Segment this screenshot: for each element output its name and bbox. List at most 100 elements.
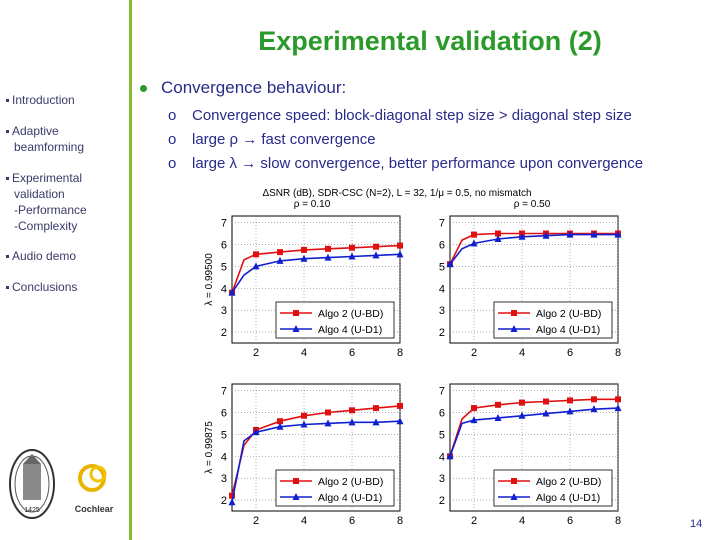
panel-1-0-algo2-point — [373, 405, 379, 412]
panel-1-0-legend-label: Algo 4 (U-D1) — [318, 492, 382, 504]
panel-1-0-algo4-point — [348, 418, 356, 426]
panel-0-0-legend-square-icon — [293, 310, 299, 316]
panel-1-1-xtick-label: 2 — [471, 515, 477, 527]
panel-0-0-algo2-point — [397, 242, 403, 249]
panel-0-0-ytick-label: 4 — [221, 283, 227, 295]
panel-0-1-algo4-point — [590, 230, 598, 238]
panel-1-0-algo2-point — [229, 492, 235, 499]
panel-0-0-algo4-point — [252, 262, 260, 270]
panel-0-0-algo2-point — [277, 249, 283, 256]
panel-0-1-ytick-label: 6 — [439, 239, 445, 251]
bullet-icon — [6, 99, 9, 103]
panel-0-0-algo4-point — [348, 252, 356, 260]
panel-0-0-algo4-point — [396, 250, 404, 258]
panel-1-0-ytick-label: 2 — [221, 495, 227, 507]
panel-1-1-legend-label: Algo 4 (U-D1) — [536, 492, 600, 504]
panel-1-0-algo4-point — [252, 428, 260, 436]
panel-1-0-algo2-point — [325, 409, 331, 416]
panel-0-1-algo4-point — [614, 230, 622, 238]
panel-1-0-algo4-point — [228, 498, 236, 506]
panel-1-1-algo4-point — [470, 416, 478, 424]
panel-1-1-algo4-point — [494, 413, 502, 421]
panel-1-0-ytick-label: 5 — [221, 429, 227, 441]
panel-1-0-ytick-label: 7 — [221, 386, 227, 398]
bullet-icon — [6, 255, 9, 259]
panel-0-0-algo2-point — [373, 243, 379, 250]
panel-1-1-ytick-label: 6 — [439, 407, 445, 419]
panel-1-1-legend-square-icon — [511, 478, 517, 484]
panel-1-1-algo2-point — [543, 398, 549, 405]
panel-0-1-algo4-point — [446, 260, 454, 268]
panel-1-1-xtick-label: 6 — [567, 515, 573, 527]
col-label-rho-0.50: ρ = 0.50 — [514, 199, 551, 210]
panel-1-0-xtick-label: 2 — [253, 515, 259, 527]
panel-1-1-algo2-point — [567, 397, 573, 404]
page-number: 14 — [690, 518, 703, 530]
panel-0-0-legend-triangle-icon — [292, 325, 300, 332]
sidebar — [0, 0, 128, 540]
panel-1-1-algo4-point — [566, 407, 574, 415]
panel-0-0-xtick-label: 6 — [349, 347, 355, 359]
panel-1-1-algo2-point — [519, 399, 525, 406]
sidebar-item-experimental-validation[interactable]: Experimental validation -Performance -Co… — [6, 170, 87, 234]
sidebar-item-audio-demo[interactable]: Audio demo — [6, 248, 76, 264]
seal-year: 1425 — [24, 507, 40, 514]
sidebar-item-adaptive-beamforming[interactable]: Adaptive beamforming — [6, 123, 84, 155]
panel-0-0-algo4-point — [276, 256, 284, 264]
panel-0-1-ytick-label: 4 — [439, 283, 445, 295]
panel-1-1-legend-triangle-icon — [510, 493, 518, 500]
panel-0-0-xtick-label: 8 — [397, 347, 403, 359]
panel-0-1-xtick-label: 8 — [615, 347, 621, 359]
panel-1-0-ytick-label: 3 — [221, 473, 227, 485]
panel-0-0-algo2-point — [325, 245, 331, 252]
panel-1-1-algo4-point — [542, 409, 550, 417]
panel-0-1-xtick-label: 4 — [519, 347, 525, 359]
panel-0-1-algo2-point — [471, 231, 477, 238]
panel-0-1-legend-triangle-icon — [510, 325, 518, 332]
sidebar-item-introduction[interactable]: Introduction — [6, 92, 75, 108]
panel-1-1-ytick-label: 5 — [439, 429, 445, 441]
bullet-icon — [6, 130, 9, 134]
panel-1-1-ytick-label: 3 — [439, 473, 445, 485]
panel-1-0-xtick-label: 6 — [349, 515, 355, 527]
logos: 1425 Cochlear — [6, 448, 126, 525]
sub-bullet-3: o large λ → slow convergence, better perf… — [168, 155, 644, 172]
panel-0-1-xtick-label: 2 — [471, 347, 477, 359]
panel-0-0-algo2-point — [349, 244, 355, 251]
panel-1-0-algo4-point — [300, 420, 308, 428]
panel-1-1-ytick-label: 2 — [439, 495, 445, 507]
panel-0-0-algo2-point — [253, 251, 259, 258]
col-label-rho-0.10: ρ = 0.10 — [294, 199, 331, 210]
cochlear-text: Cochlear — [75, 504, 114, 514]
panel-1-0-algo2-point — [397, 402, 403, 409]
panel-0-1-ytick-label: 5 — [439, 261, 445, 273]
panel-0-0-ytick-label: 2 — [221, 327, 227, 339]
panel-1-0-algo4-point — [396, 417, 404, 425]
panel-1-0-algo2-point — [349, 407, 355, 414]
panel-1-1-xtick-label: 4 — [519, 515, 525, 527]
panel-1-1-algo2-point — [471, 405, 477, 412]
panel-0-1-algo4-point — [566, 230, 574, 238]
university-seal-icon: 1425 Cochlear — [9, 449, 114, 519]
main-bullet-text: Convergence behaviour: — [161, 78, 347, 97]
panel-1-1-legend-label: Algo 2 (U-BD) — [536, 476, 601, 488]
chart-title: ΔSNR (dB), SDR-CSC (N=2), L = 32, 1/μ = … — [262, 188, 531, 199]
panel-1-1-algo4-point — [446, 452, 454, 460]
panel-0-0-ytick-label: 6 — [221, 239, 227, 251]
panel-0-0-algo4-point — [324, 253, 332, 261]
panel-0-1-xtick-label: 6 — [567, 347, 573, 359]
panel-1-0-legend-label: Algo 2 (U-BD) — [318, 476, 383, 488]
panel-0-1-ytick-label: 2 — [439, 327, 445, 339]
sidebar-item-conclusions[interactable]: Conclusions — [6, 279, 77, 295]
bullet-dot-icon — [140, 85, 147, 93]
panel-0-0-ytick-label: 3 — [221, 305, 227, 317]
panel-0-1-algo4-point — [470, 239, 478, 247]
panel-1-0-ytick-label: 6 — [221, 407, 227, 419]
panel-1-1-algo2-point — [495, 401, 501, 408]
panel-0-0-xtick-label: 4 — [301, 347, 307, 359]
panel-1-0-algo2-point — [301, 412, 307, 419]
panel-1-1-ytick-label: 4 — [439, 451, 445, 463]
panel-0-1-ytick-label: 3 — [439, 305, 445, 317]
panel-0-0-algo4-point — [300, 254, 308, 262]
sub-bullet-2: o large ρ → fast convergence — [168, 131, 376, 148]
